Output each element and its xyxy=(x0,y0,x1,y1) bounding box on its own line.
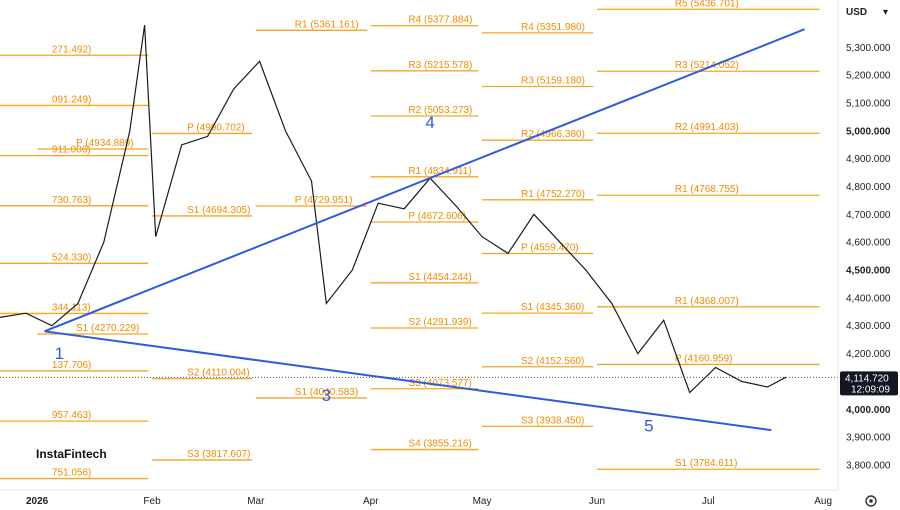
wave-labels: 1 3 4 5 xyxy=(55,113,654,435)
pivot-label: R1 (4752.270) xyxy=(521,189,585,200)
pivot-label: P (4729.951) xyxy=(295,195,353,206)
pivot-label: R3 (5159.180) xyxy=(521,76,585,87)
price-tick-label: 4,200.000 xyxy=(846,349,891,360)
pivot-label: S1 (4040.583) xyxy=(295,387,358,398)
trendline xyxy=(44,330,772,432)
wave-label: 3 xyxy=(322,386,331,405)
time-tick-label: Aug xyxy=(814,496,832,507)
pivot-label: R2 (5053.273) xyxy=(408,105,472,116)
pivot-label: R3 (5215.578) xyxy=(408,60,472,71)
pivot-label: 271.492) xyxy=(52,44,91,55)
currency-label: USD xyxy=(846,7,867,18)
time-tick-label: 2026 xyxy=(26,496,49,507)
pivot-levels: 271.492) 091.249) 911.006) 730.763) 524.330)… xyxy=(0,0,820,480)
price-series xyxy=(0,25,787,394)
trendlines xyxy=(44,28,805,432)
pivot-label: 524.330) xyxy=(52,252,91,263)
price-tick-label: 4,700.000 xyxy=(846,210,891,221)
price-tick-label: 4,900.000 xyxy=(846,154,891,165)
pivot-label: R5 (5436.701) xyxy=(675,0,739,9)
watermark-bg xyxy=(28,442,110,464)
chevron-down-icon[interactable]: ▾ xyxy=(883,7,888,18)
price-tick-label: 4,800.000 xyxy=(846,182,891,193)
gear-icon[interactable] xyxy=(865,495,877,507)
pivot-label: 137.706) xyxy=(52,360,91,371)
time-axis: 2026 Feb Mar Apr May Jun Jul Aug xyxy=(0,489,838,507)
pivot-label: S1 (4270.229) xyxy=(76,323,139,334)
watermark: InstaFintech xyxy=(28,442,110,464)
pivot-label: S1 (4345.360) xyxy=(521,302,584,313)
pivot-label: R2 (4966.380) xyxy=(521,129,585,140)
gear-icon-hub xyxy=(869,499,873,503)
price-tick-label: 3,900.000 xyxy=(846,433,891,444)
pivot-label: R1 (4368.007) xyxy=(675,296,739,307)
pivot-label: P (4934.889) xyxy=(76,138,134,149)
pivot-label: S2 (4291.939) xyxy=(408,317,471,328)
pivot-label: 091.249) xyxy=(52,94,91,105)
pivot-label: P (4990.702) xyxy=(187,122,245,133)
time-tick-label: Apr xyxy=(363,496,379,507)
time-tick-label: Jun xyxy=(589,496,605,507)
pivot-label: S1 (4694.305) xyxy=(187,205,250,216)
price-line xyxy=(0,25,787,394)
time-tick-label: May xyxy=(473,496,492,507)
wave-label: 4 xyxy=(425,113,434,132)
pivot-label: 751.056) xyxy=(52,468,91,479)
price-tick-label: 4,600.000 xyxy=(846,238,891,249)
pivot-label: R1 (4768.755) xyxy=(675,184,739,195)
price-tick-label: 5,000.000 xyxy=(846,126,891,137)
wave-label: 5 xyxy=(644,417,653,436)
pivot-label: S2 (4110.004) xyxy=(187,368,250,379)
pivot-label: 957.463) xyxy=(52,410,91,421)
wave-label: 1 xyxy=(55,344,64,363)
last-price-tag: 4,114.720 12:09:09 xyxy=(840,371,898,396)
pivot-label: S1 (3784.611) xyxy=(675,458,738,469)
price-tick-label: 5,200.000 xyxy=(846,71,891,82)
pivot-label: 344.113) xyxy=(52,302,91,313)
pivot-label: R1 (5361.161) xyxy=(295,19,359,30)
last-price-time: 12:09:09 xyxy=(851,384,890,395)
gear-icon-ring xyxy=(865,495,877,507)
pivot-label: P (4559.470) xyxy=(521,242,579,253)
pivot-label: R3 (5214.052) xyxy=(675,60,739,71)
pivot-label: 911.006) xyxy=(52,145,91,156)
trendline xyxy=(44,28,805,333)
pivot-label: S3 (3938.450) xyxy=(521,415,584,426)
time-tick-label: Feb xyxy=(143,496,161,507)
pivot-label: 730.763) xyxy=(52,195,91,206)
pivot-label: R4 (5377.884) xyxy=(408,15,472,26)
price-tick-label: 4,000.000 xyxy=(846,405,891,416)
price-tick-label: 5,100.000 xyxy=(846,99,891,110)
last-price-tag-bg xyxy=(840,371,898,396)
time-tick-label: Mar xyxy=(247,496,265,507)
price-tick-label: 3,800.000 xyxy=(846,460,891,471)
pivot-label: R2 (4991.403) xyxy=(675,122,739,133)
price-tick-label: 4,300.000 xyxy=(846,321,891,332)
pivot-label: S3 (3817.607) xyxy=(187,449,250,460)
pivot-label: P (4160.959) xyxy=(675,353,733,364)
brand-watermark: InstaFintech xyxy=(36,447,107,461)
last-price-value: 4,114.720 xyxy=(845,373,889,384)
price-tick-label: 4,400.000 xyxy=(846,293,891,304)
pivot-label: R1 (4834.911) xyxy=(408,166,471,177)
pivot-label: S3 (4073.577) xyxy=(408,378,471,389)
pivot-label: S1 (4454.244) xyxy=(408,272,471,283)
pivot-label: S4 (3855.216) xyxy=(408,439,471,450)
price-tick-label: 5,300.000 xyxy=(846,43,891,54)
pivot-label: P (4672.606) xyxy=(408,211,466,222)
time-tick-label: Jul xyxy=(702,496,715,507)
pivot-label: S2 (4152.560) xyxy=(521,356,584,367)
pivot-label: R4 (5351.980) xyxy=(521,22,585,33)
price-tick-label: 4,500.000 xyxy=(846,266,891,277)
